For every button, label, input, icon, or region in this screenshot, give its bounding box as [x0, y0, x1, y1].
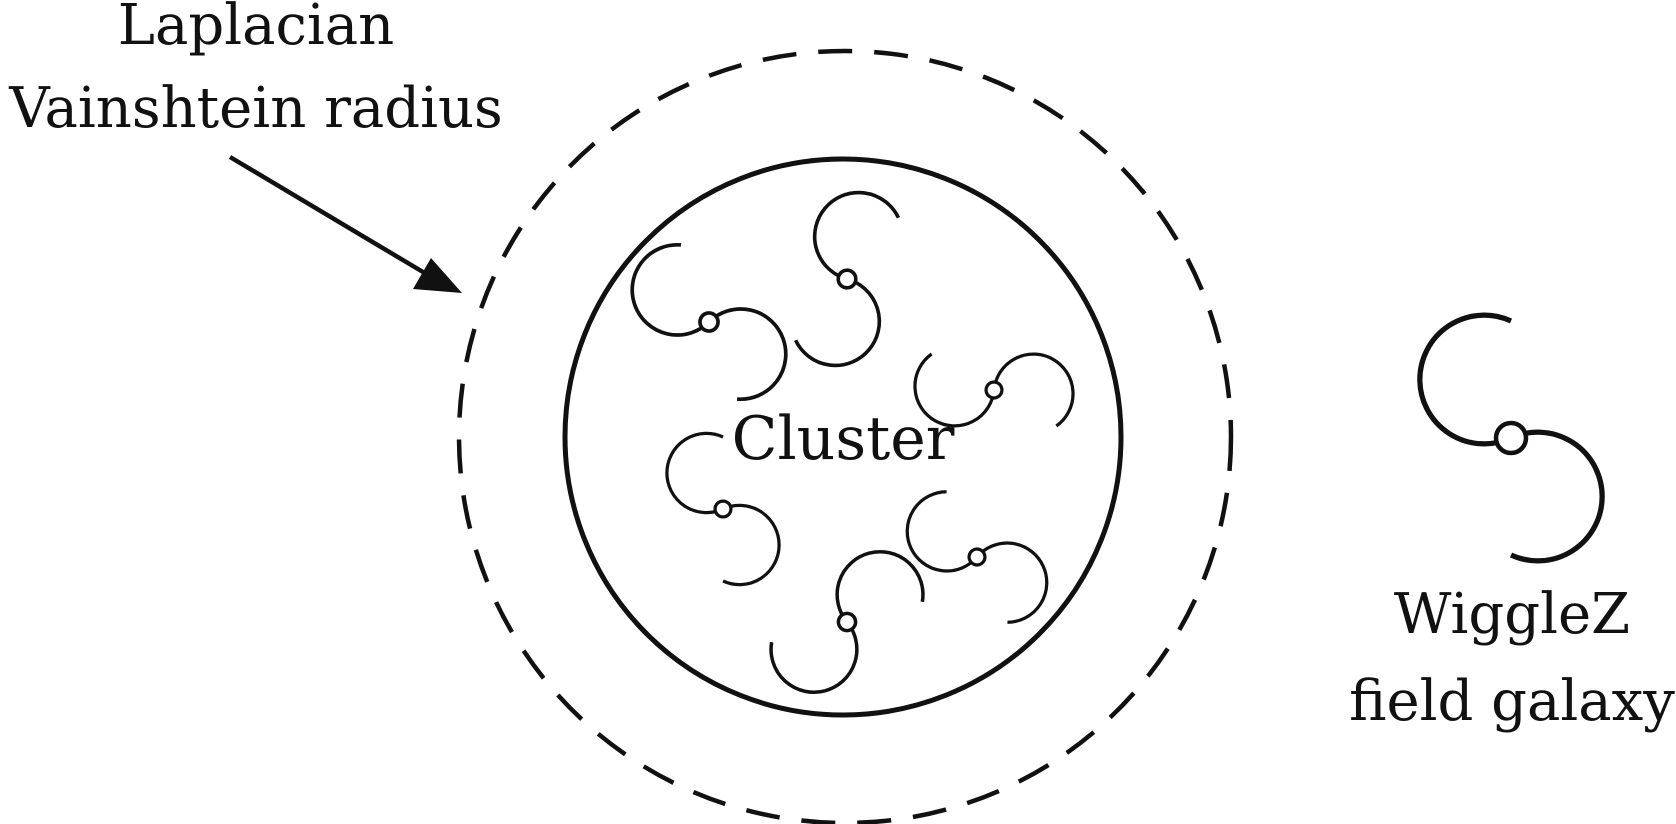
vainshtein-arrow [228, 155, 462, 293]
arrow-head [413, 258, 462, 293]
galaxy-core [698, 311, 720, 333]
galaxy-core [967, 547, 987, 567]
field-galaxy-label-line2: field galaxy [1349, 669, 1675, 734]
galaxy-core [836, 611, 858, 633]
cluster-galaxy [750, 540, 944, 704]
vainshtein-label-line2: Vainshtein radius [8, 76, 503, 141]
cluster-galaxy [617, 217, 801, 427]
cluster-label: Cluster [732, 404, 955, 474]
cluster-galaxy [892, 463, 1062, 651]
galaxy-core [984, 380, 1004, 400]
arrow-shaft [228, 155, 430, 277]
cluster-boundary [562, 156, 1124, 718]
cluster-galaxy [743, 172, 951, 386]
vainshtein-label-line1: Laplacian [118, 0, 394, 58]
vainshtein-radius-ring [456, 48, 1234, 824]
field-galaxy [1420, 315, 1602, 561]
cluster-galaxy [665, 431, 781, 587]
galaxy-core [1493, 420, 1529, 456]
field-galaxy-label-line1: WiggleZ [1394, 582, 1630, 647]
galaxy-core [713, 499, 733, 519]
cluster-galaxy [898, 301, 1090, 479]
galaxy-core [836, 268, 858, 290]
